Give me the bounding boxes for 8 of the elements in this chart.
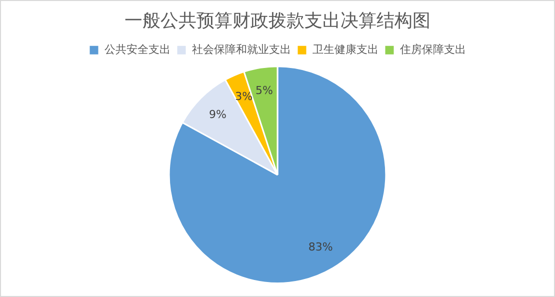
- data-label: 5%: [256, 84, 273, 98]
- legend-label: 住房保障支出: [400, 42, 466, 56]
- legend-label: 社会保障和就业支出: [192, 42, 291, 56]
- chart-title: 一般公共预算财政拨款支出决算结构图: [124, 10, 430, 32]
- legend-label: 卫生健康支出: [312, 42, 378, 56]
- legend-label: 公共安全支出: [104, 42, 170, 56]
- data-label: 83%: [308, 240, 333, 254]
- data-label: 9%: [208, 108, 226, 121]
